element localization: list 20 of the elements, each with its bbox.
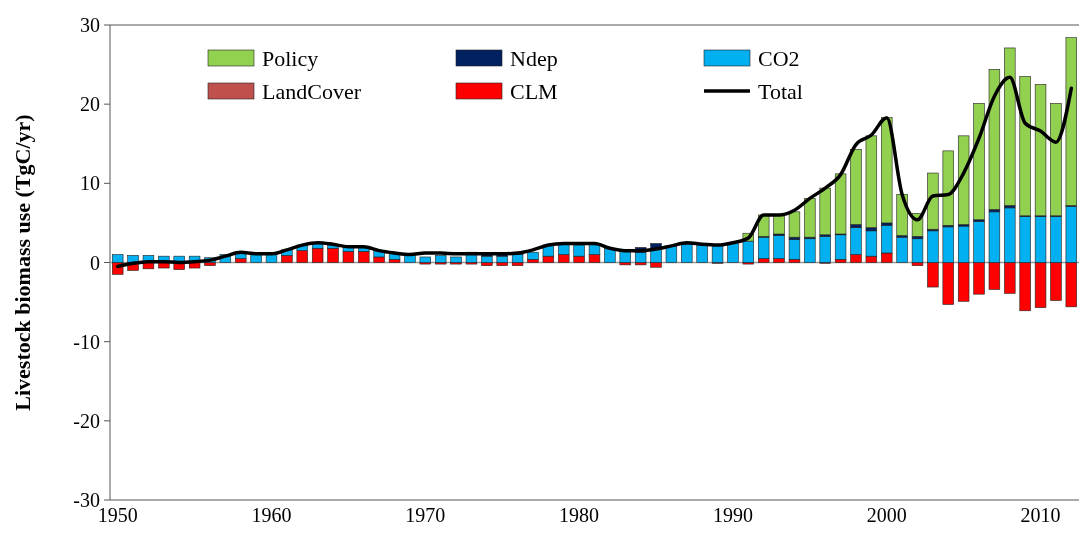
x-tick-label: 1960 (251, 504, 292, 526)
x-tick-label: 1970 (405, 504, 446, 526)
x-tick-label: 2010 (1020, 504, 1061, 526)
y-tick-label: 10 (80, 172, 100, 195)
legend-label: CLM (510, 78, 558, 104)
y-tick-label: -30 (73, 489, 100, 511)
legend-label: Total (758, 78, 803, 104)
y-tick-label: -20 (73, 409, 100, 432)
legend-label: CO2 (758, 45, 800, 71)
y-tick-label: -10 (73, 330, 100, 353)
legend-label: Policy (262, 45, 319, 71)
legend-label: Ndep (510, 45, 558, 71)
y-axis-title: Livestock biomass use (TgC/yr) (10, 114, 35, 411)
x-tick-label: 2000 (866, 504, 907, 526)
x-tick-label: 1990 (712, 504, 753, 526)
y-tick-label: 30 (80, 14, 100, 36)
x-tick-label: 1980 (559, 504, 600, 526)
y-tick-label: 0 (90, 251, 100, 274)
y-tick-label: 20 (80, 93, 100, 116)
legend-label: LandCover (262, 78, 362, 104)
